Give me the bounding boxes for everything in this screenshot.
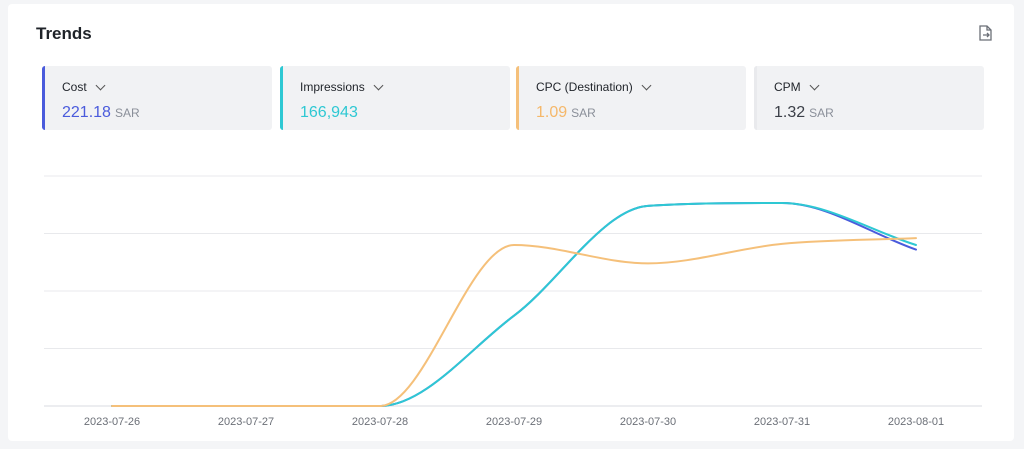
x-tick-label: 2023-07-29: [486, 416, 542, 428]
metric-unit: SAR: [809, 106, 834, 120]
x-tick-label: 2023-07-27: [218, 416, 274, 428]
metric-card-impressions[interactable]: Impressions 166,943: [280, 66, 510, 130]
metric-card-cpc-destination[interactable]: CPC (Destination) 1.09 SAR: [516, 66, 746, 130]
trend-line-chart: 2023-07-26 2023-07-27 2023-07-28 2023-07-29…: [44, 175, 982, 428]
metric-value: 1.32: [774, 104, 806, 121]
metric-value: 1.09: [536, 104, 568, 121]
x-tick-label: 2023-07-30: [620, 416, 676, 428]
metric-label: CPM: [774, 80, 820, 94]
metric-value: 221.18: [62, 104, 111, 121]
x-tick-label: 2023-07-28: [352, 416, 408, 428]
trends-card: Trends Cost 221.18 SAR Impressions 166,9…: [8, 4, 1014, 441]
metric-color-bar: [754, 66, 757, 130]
metric-unit: SAR: [114, 106, 140, 120]
metric-card-cost[interactable]: Cost 221.18 SAR: [42, 66, 272, 130]
metric-label: CPC (Destination): [536, 80, 652, 94]
export-file-icon[interactable]: [976, 24, 994, 42]
series-line-cpc-destination: [111, 237, 917, 408]
metric-label: Impressions: [300, 80, 384, 94]
metric-value: 166,943: [300, 104, 358, 121]
metric-color-bar: [42, 66, 45, 130]
metric-unit: SAR: [571, 106, 596, 120]
x-tick-label: 2023-08-01: [888, 416, 944, 428]
metric-label: Cost: [62, 80, 106, 94]
x-tick-label: 2023-07-26: [84, 416, 140, 428]
card-title: Trends: [36, 24, 92, 43]
metric-color-bar: [280, 66, 283, 130]
metric-color-bar: [516, 66, 519, 130]
metric-card-cpm[interactable]: CPM 1.32 SAR: [754, 66, 984, 130]
x-tick-label: 2023-07-31: [754, 416, 810, 428]
